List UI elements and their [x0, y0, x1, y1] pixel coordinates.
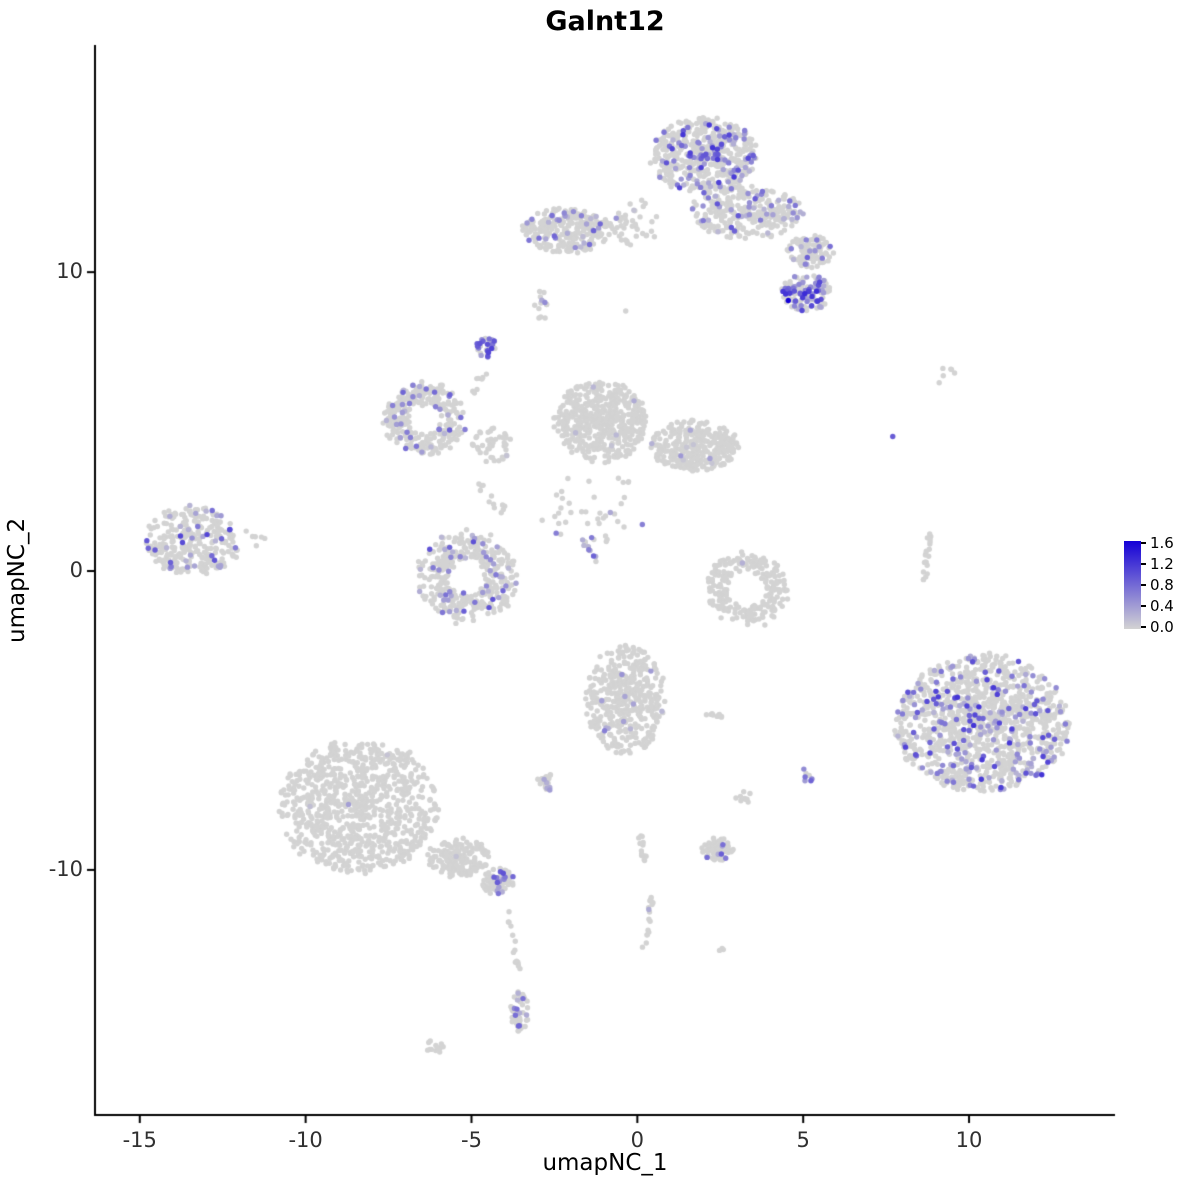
x-tick-label: -5	[461, 1128, 482, 1152]
x-tick-label: 5	[796, 1128, 810, 1152]
legend-label: 0.4	[1150, 597, 1174, 615]
x-tick-label: 10	[955, 1128, 983, 1152]
y-tick-label: 0	[69, 558, 83, 583]
y-tick-label: 10	[56, 259, 83, 284]
plot-title: Galnt12	[545, 6, 665, 37]
legend-tick-mark	[1141, 542, 1146, 544]
legend-tick-mark	[1141, 584, 1146, 586]
legend-tick-mark	[1141, 626, 1146, 628]
y-axis-label: umapNC_2	[4, 517, 30, 643]
x-tick-label: 0	[630, 1128, 645, 1152]
legend-label: 1.2	[1150, 555, 1174, 573]
legend-label: 0.8	[1150, 576, 1174, 594]
x-tick-label: -15	[122, 1128, 157, 1152]
x-tick-label: -10	[288, 1128, 323, 1152]
legend-gradient-bar	[1124, 541, 1146, 629]
legend-label: 1.6	[1150, 534, 1174, 552]
legend-tick-mark	[1141, 563, 1146, 565]
legend-label: 0.0	[1150, 618, 1174, 636]
y-tick-label: -10	[48, 856, 83, 881]
x-axis-label: umapNC_1	[542, 1150, 668, 1176]
color-legend: 1.6 1.2 0.8 0.4 0.0	[1124, 534, 1194, 636]
legend-tick-mark	[1141, 605, 1146, 607]
